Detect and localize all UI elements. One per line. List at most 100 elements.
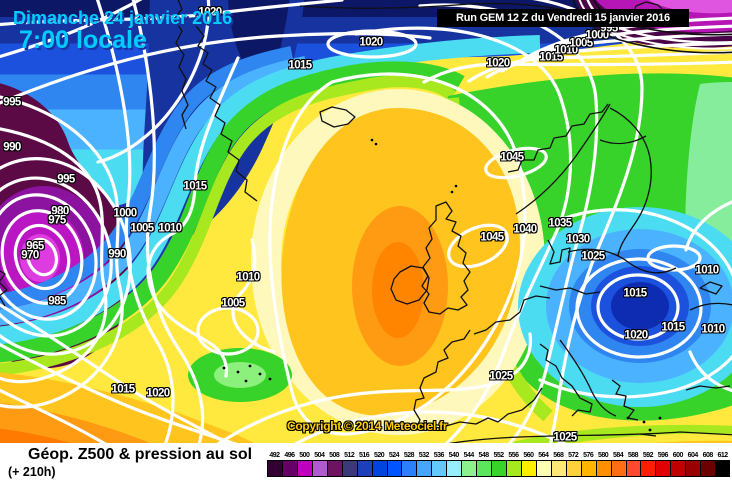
scale-cell: 524 (386, 452, 402, 477)
scale-cell: 536 (431, 452, 447, 477)
scale-color-swatch (416, 460, 432, 477)
scale-cell: 576 (580, 452, 596, 477)
scale-value: 576 (583, 452, 594, 459)
scale-cell: 600 (670, 452, 686, 477)
scale-color-swatch (595, 460, 611, 477)
scale-color-swatch (565, 460, 581, 477)
scale-value: 532 (418, 452, 430, 459)
scale-color-swatch (640, 460, 656, 477)
scale-cell: 520 (371, 452, 387, 477)
scale-cell: 564 (535, 452, 551, 477)
scale-value: 572 (568, 452, 579, 459)
scale-cell: 608 (700, 452, 716, 477)
scale-color-swatch (520, 460, 536, 477)
scale-cell: 500 (296, 452, 312, 477)
scale-value: 516 (359, 452, 370, 459)
scale-value: 496 (284, 452, 295, 459)
scale-color-swatch (431, 460, 447, 477)
color-scale: 492 496 500 504 508 512 516 520 524 528 532 536 540 5… (267, 452, 731, 477)
scale-value: 492 (269, 452, 280, 459)
scale-color-swatch (625, 460, 641, 477)
scale-color-swatch (296, 460, 312, 477)
scale-value: 544 (463, 452, 475, 459)
scale-value: 504 (314, 452, 325, 459)
scale-cell: 556 (506, 452, 521, 477)
scale-value: 528 (403, 452, 415, 459)
scale-color-swatch (401, 460, 417, 477)
scale-cell: 604 (685, 452, 701, 477)
scale-value: 508 (329, 452, 340, 459)
scale-value: 548 (478, 452, 490, 459)
scale-cell: 504 (311, 452, 327, 477)
scale-cell: 548 (476, 452, 492, 477)
scale-cell: 612 (715, 452, 731, 477)
scale-cell: 560 (520, 452, 536, 477)
scale-color-swatch (371, 460, 387, 477)
scale-cell: 528 (401, 452, 417, 477)
scale-color-swatch (655, 460, 671, 477)
scale-value: 520 (373, 452, 385, 459)
scale-cell: 584 (610, 452, 626, 477)
scale-value: 552 (493, 452, 504, 459)
scale-cell: 492 (267, 452, 282, 477)
scale-cell: 568 (550, 452, 566, 477)
scale-color-swatch (535, 460, 551, 477)
scale-color-swatch (267, 460, 282, 477)
scale-color-swatch (700, 460, 716, 477)
footer-bar: Géop. Z500 & pression au sol (+ 210h) 49… (0, 443, 732, 488)
scale-cell: 588 (625, 452, 641, 477)
forecast-time: 7:00 locale (19, 26, 147, 54)
forecast-offset: (+ 210h) (8, 465, 56, 479)
scale-color-swatch (715, 460, 731, 477)
scale-color-swatch (311, 460, 327, 477)
scale-color-swatch (446, 460, 462, 477)
scale-color-swatch (281, 460, 297, 477)
scale-value: 560 (523, 452, 534, 459)
scale-value: 556 (508, 452, 519, 459)
scale-value: 512 (344, 452, 355, 459)
scale-value: 592 (642, 452, 654, 459)
scale-cell: 512 (341, 452, 357, 477)
scale-cell: 508 (326, 452, 342, 477)
scale-value: 500 (299, 452, 310, 459)
map-area: 1020 1015 1020 1020 1015 1010 1005 1000 995 995 99… (0, 0, 732, 443)
scale-color-swatch (476, 460, 492, 477)
scale-value: 608 (702, 452, 714, 459)
scale-cell: 592 (640, 452, 656, 477)
scale-color-swatch (491, 460, 506, 477)
product-title: Géop. Z500 & pression au sol (28, 446, 253, 463)
scale-color-swatch (386, 460, 402, 477)
scale-value: 580 (598, 452, 609, 459)
scale-color-swatch (550, 460, 566, 477)
scale-cell: 540 (446, 452, 462, 477)
scale-color-swatch (356, 460, 372, 477)
scale-cell: 496 (281, 452, 297, 477)
scale-color-swatch (341, 460, 357, 477)
scale-cell: 572 (565, 452, 581, 477)
scale-cell: 532 (416, 452, 432, 477)
scale-value: 612 (717, 452, 729, 459)
scale-cell: 596 (655, 452, 671, 477)
scale-color-swatch (685, 460, 701, 477)
scale-cell: 544 (461, 452, 477, 477)
weather-map-graphic (0, 0, 732, 443)
scale-value: 584 (612, 452, 624, 459)
forecast-date: Dimanche 24 janvier 2016 (13, 8, 233, 28)
copyright-notice: Copyright © 2014 Meteociel.fr (287, 419, 448, 433)
model-run-info: Run GEM 12 Z du Vendredi 15 janvier 2016 (437, 9, 689, 27)
scale-value: 568 (553, 452, 564, 459)
scale-cell: 516 (356, 452, 372, 477)
scale-color-swatch (461, 460, 477, 477)
scale-value: 600 (672, 452, 684, 459)
scale-value: 540 (448, 452, 460, 459)
scale-value: 596 (657, 452, 669, 459)
scale-value: 588 (627, 452, 639, 459)
scale-cell: 580 (595, 452, 611, 477)
scale-value: 604 (687, 452, 699, 459)
color-scale-cells: 492 496 500 504 508 512 516 520 524 528 532 536 540 5… (267, 452, 731, 477)
scale-cell: 552 (491, 452, 506, 477)
scale-color-swatch (326, 460, 342, 477)
scale-value: 536 (433, 452, 445, 459)
scale-value: 524 (388, 452, 400, 459)
